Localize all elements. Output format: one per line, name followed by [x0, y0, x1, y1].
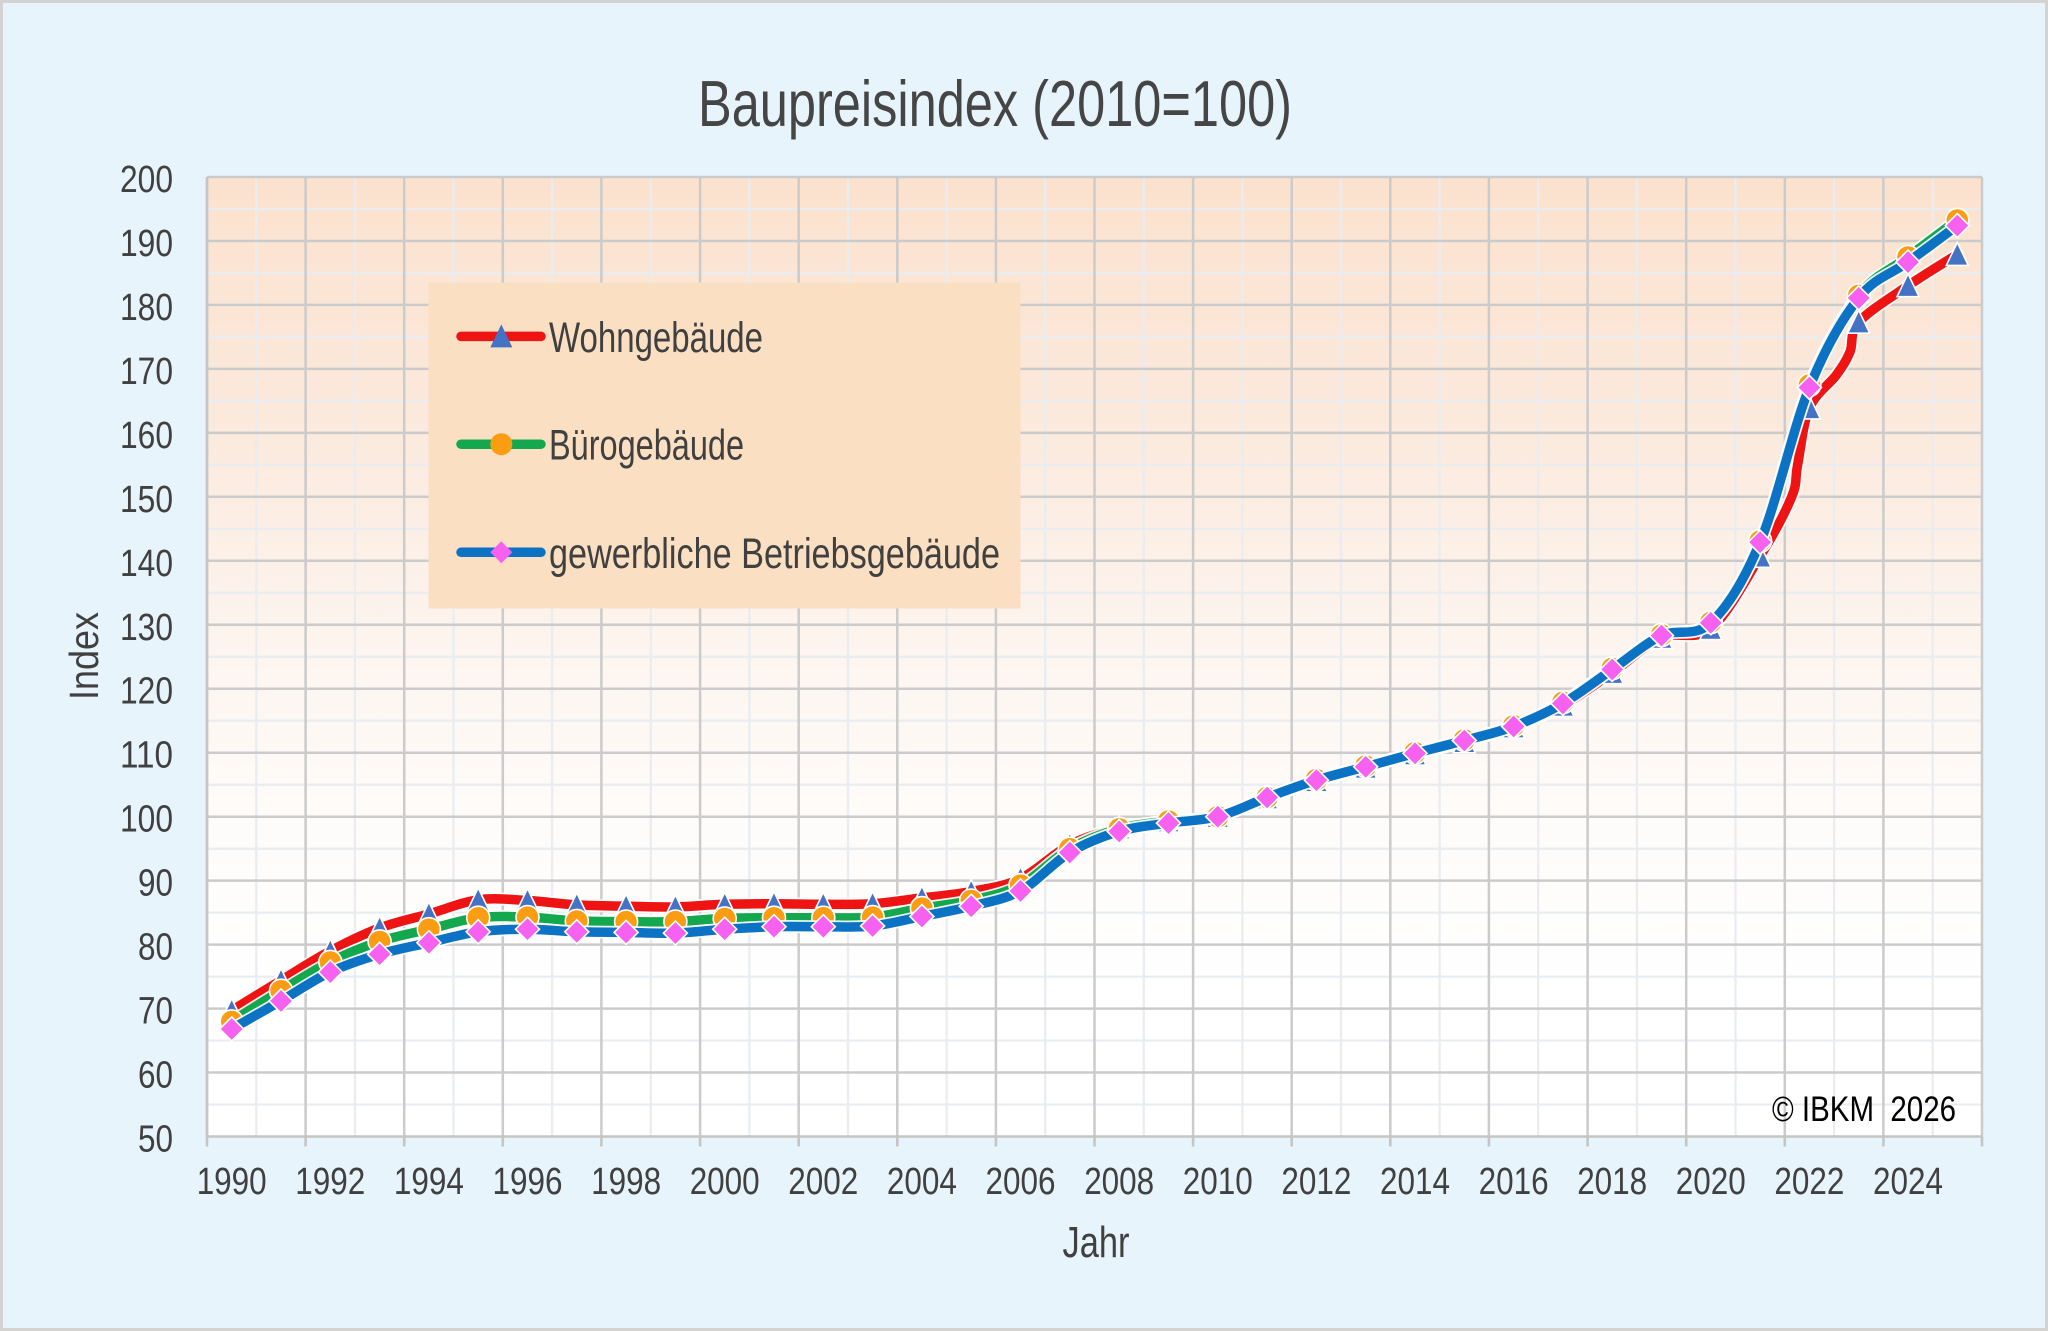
svg-text:Jahr: Jahr	[1063, 1218, 1130, 1267]
svg-text:2004: 2004	[887, 1161, 957, 1203]
svg-text:160: 160	[120, 415, 173, 457]
svg-text:1990: 1990	[197, 1161, 267, 1203]
svg-text:150: 150	[120, 479, 173, 521]
svg-text:Baupreisindex (2010=100): Baupreisindex (2010=100)	[698, 67, 1292, 140]
svg-text:130: 130	[120, 607, 173, 649]
svg-text:100: 100	[120, 799, 173, 841]
svg-text:2024: 2024	[1873, 1161, 1943, 1203]
svg-text:Index: Index	[61, 612, 107, 700]
svg-text:190: 190	[120, 223, 173, 265]
svg-text:1992: 1992	[295, 1161, 365, 1203]
svg-text:1994: 1994	[394, 1161, 464, 1203]
svg-text:2010: 2010	[1183, 1161, 1253, 1203]
svg-text:2018: 2018	[1577, 1161, 1647, 1203]
svg-text:Wohngebäude: Wohngebäude	[549, 314, 763, 362]
svg-text:2020: 2020	[1676, 1161, 1746, 1203]
svg-text:2022: 2022	[1774, 1161, 1844, 1203]
svg-text:90: 90	[138, 863, 173, 905]
svg-text:1998: 1998	[591, 1161, 661, 1203]
svg-text:70: 70	[138, 991, 173, 1033]
svg-text:2016: 2016	[1479, 1161, 1549, 1203]
svg-text:2014: 2014	[1380, 1161, 1450, 1203]
svg-text:110: 110	[120, 735, 173, 777]
svg-text:50: 50	[138, 1119, 173, 1161]
svg-text:1996: 1996	[493, 1161, 563, 1203]
svg-text:200: 200	[120, 159, 173, 201]
svg-text:170: 170	[120, 351, 173, 393]
svg-text:140: 140	[120, 543, 173, 585]
svg-text:2000: 2000	[690, 1161, 760, 1203]
svg-text:© IBKM 2026: © IBKM 2026	[1772, 1090, 1956, 1129]
svg-text:2008: 2008	[1084, 1161, 1154, 1203]
svg-text:60: 60	[138, 1055, 173, 1097]
svg-text:gewerbliche Betriebsgebäude: gewerbliche Betriebsgebäude	[549, 530, 1000, 578]
svg-text:Bürogebäude: Bürogebäude	[549, 422, 744, 470]
svg-text:80: 80	[138, 927, 173, 969]
svg-text:2012: 2012	[1281, 1161, 1351, 1203]
svg-text:2006: 2006	[986, 1161, 1056, 1203]
svg-text:180: 180	[120, 287, 173, 329]
svg-text:120: 120	[120, 671, 173, 713]
svg-text:2002: 2002	[788, 1161, 858, 1203]
